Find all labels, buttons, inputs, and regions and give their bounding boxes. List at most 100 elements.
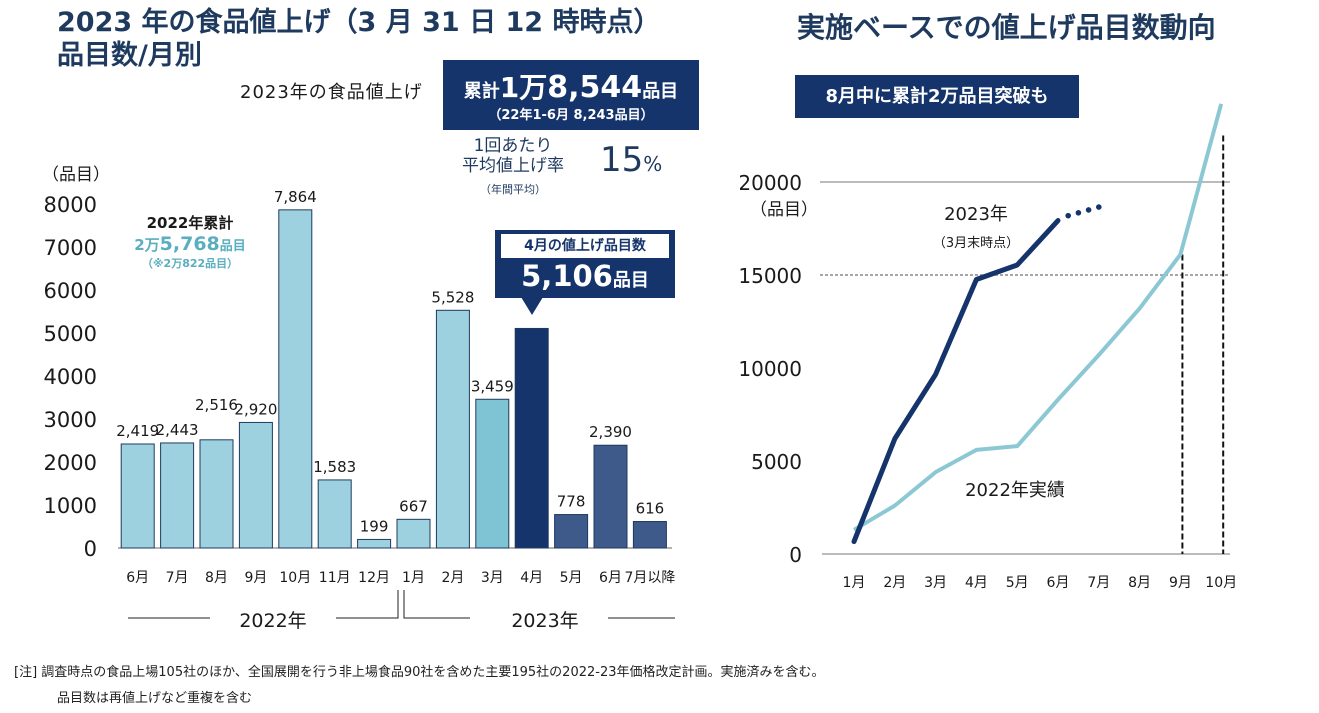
y-tick-label: 8000 bbox=[44, 193, 97, 217]
total-2022-value: 5,768 bbox=[159, 233, 220, 255]
y-tick-label: 0 bbox=[84, 537, 97, 561]
bar bbox=[475, 398, 510, 549]
bar bbox=[435, 309, 470, 549]
series-note-2023: （3月末時点） bbox=[933, 236, 1019, 251]
right-title: 実施ベースでの値上げ品目数動向 bbox=[797, 11, 1216, 44]
x-tick-label: 4月 bbox=[520, 570, 543, 586]
bar bbox=[593, 444, 628, 549]
avg-rate-label: 1回あたり 平均値上げ率 （年間平均） bbox=[448, 136, 578, 200]
summary-value-man: 1万 bbox=[499, 71, 548, 104]
bar bbox=[238, 421, 273, 549]
x-tick-label: 12月 bbox=[358, 570, 390, 586]
april-callout-label: 4月の値上げ品目数 bbox=[501, 234, 669, 258]
total-2022-note: （※2万822品目） bbox=[141, 257, 239, 270]
y-axis-unit: （品目） bbox=[750, 200, 818, 220]
footnote-line2: 品目数は再値上げなど重複を含む bbox=[57, 691, 253, 706]
bar bbox=[396, 518, 431, 549]
projection-dot bbox=[1096, 204, 1102, 210]
y-tick-label: 6000 bbox=[44, 279, 97, 303]
bar-value-label: 2,516 bbox=[195, 396, 238, 414]
projection-dot bbox=[1085, 207, 1092, 213]
avg-rate-value: 15% bbox=[600, 140, 662, 180]
x-tick-label: 1月 bbox=[402, 570, 425, 586]
projection-dot bbox=[1065, 212, 1071, 219]
bar bbox=[278, 209, 313, 549]
summary-unit: 品目 bbox=[642, 81, 679, 102]
bar-value-label: 2,419 bbox=[116, 422, 159, 440]
right-banner: 8月中に累計2万品目突破も bbox=[795, 75, 1079, 118]
x-tick-label: 7月 bbox=[166, 570, 189, 586]
total-2022-label: 2022年累計 bbox=[146, 214, 234, 232]
summary-prefix: 累計 bbox=[463, 81, 500, 102]
y-tick-label: 3000 bbox=[44, 408, 97, 432]
bar-value-label: 2,390 bbox=[589, 423, 632, 441]
x-tick-label: 4月 bbox=[965, 575, 988, 591]
bar bbox=[317, 479, 352, 549]
y-axis-unit: （品目） bbox=[42, 165, 110, 185]
x-tick-label: 3月 bbox=[481, 570, 504, 586]
x-tick-label: 5月 bbox=[1006, 575, 1029, 591]
april-callout-unit: 品目 bbox=[612, 270, 649, 291]
total-2022-unit: 品目 bbox=[219, 239, 246, 254]
series-line-2023 bbox=[851, 218, 1061, 545]
summary-box: 累計1万8,544品目 （22年1-6月 8,243品目） bbox=[443, 60, 699, 130]
avg-rate-label-line2: 平均値上げ率 bbox=[462, 156, 564, 176]
summary-sub: （22年1-6月 8,243品目） bbox=[488, 108, 654, 123]
x-tick-label: 7月以降 bbox=[624, 570, 675, 586]
total-2022-box: 2022年累計 2万5,768品目 （※2万822品目） bbox=[110, 212, 270, 271]
x-tick-label: 6月 bbox=[1047, 575, 1070, 591]
year-label-2023: 2023年 bbox=[511, 610, 578, 632]
x-tick-label: 10月 bbox=[279, 570, 311, 586]
summary-label: 2023年の食品値上げ bbox=[240, 82, 423, 103]
bar bbox=[357, 538, 392, 549]
year-label-2022: 2022年 bbox=[239, 610, 306, 632]
y-tick-label: 20000 bbox=[740, 171, 802, 195]
y-tick-label: 15000 bbox=[740, 264, 802, 288]
x-tick-label: 9月 bbox=[1169, 575, 1192, 591]
bar-value-label: 778 bbox=[557, 493, 586, 511]
x-tick-label: 10月 bbox=[1205, 575, 1237, 591]
monthly-bar-chart: （品目） 0 1000 2000 3000 4000 5000 6000 7000 8000 2,4… bbox=[42, 165, 675, 632]
bar-value-label: 1,583 bbox=[313, 458, 356, 476]
y-tick-label: 2000 bbox=[44, 451, 97, 475]
x-tick-label: 5月 bbox=[560, 570, 583, 586]
bar-value-label: 199 bbox=[360, 517, 389, 535]
y-tick-label: 0 bbox=[789, 543, 802, 567]
x-tick-label: 1月 bbox=[843, 575, 866, 591]
y-tick-label: 1000 bbox=[44, 494, 97, 518]
x-tick-label: 7月 bbox=[1087, 575, 1110, 591]
x-tick-label: 6月 bbox=[126, 570, 149, 586]
y-tick-label: 7000 bbox=[44, 236, 97, 260]
bar-value-label: 7,864 bbox=[274, 188, 317, 206]
series-label-2022: 2022年実績 bbox=[965, 480, 1065, 501]
x-tick-label: 8月 bbox=[205, 570, 228, 586]
bar-value-label: 5,528 bbox=[431, 288, 474, 306]
left-title-line1: 2023 年の食品値上げ（3 月 31 日 12 時時点） bbox=[57, 7, 661, 38]
year-bracket-line bbox=[403, 590, 470, 619]
projection-dot bbox=[1075, 210, 1082, 216]
total-2022-man: 2万 bbox=[134, 236, 160, 254]
avg-rate-unit: % bbox=[643, 152, 663, 176]
bar bbox=[632, 521, 667, 549]
bar bbox=[199, 439, 234, 549]
bar-value-label: 2,920 bbox=[234, 400, 277, 418]
y-tick-label: 5000 bbox=[44, 322, 97, 346]
avg-rate-number: 15 bbox=[600, 140, 644, 180]
april-callout-value: 5,106 bbox=[521, 259, 613, 293]
x-tick-label: 11月 bbox=[319, 570, 351, 586]
y-tick-label: 10000 bbox=[740, 357, 802, 381]
bar bbox=[514, 327, 549, 549]
series-label-2023: 2023年 bbox=[944, 204, 1008, 225]
y-tick-label: 4000 bbox=[44, 365, 97, 389]
x-tick-label: 6月 bbox=[599, 570, 622, 586]
footnote-line1: [注] 調査時点の食品上場105社のほか、全国展開を行う非上場食品90社を含めた… bbox=[14, 665, 825, 680]
april-callout-pointer-icon bbox=[521, 297, 543, 315]
cumulative-line-chart: 0 5000 10000 15000 20000 （品目） 1月 2月 3月 4月 5月 6月 7月 8月… bbox=[740, 103, 1237, 591]
year-bracket-line bbox=[336, 590, 399, 619]
bar-value-label: 3,459 bbox=[471, 377, 514, 395]
left-title-line2: 品目数/月別 bbox=[57, 40, 202, 71]
series-line-2022 bbox=[852, 103, 1224, 532]
x-tick-label: 2月 bbox=[883, 575, 906, 591]
april-callout: 4月の値上げ品目数 5,106品目 bbox=[495, 230, 675, 298]
avg-rate-label-line1: 1回あたり bbox=[473, 136, 553, 156]
